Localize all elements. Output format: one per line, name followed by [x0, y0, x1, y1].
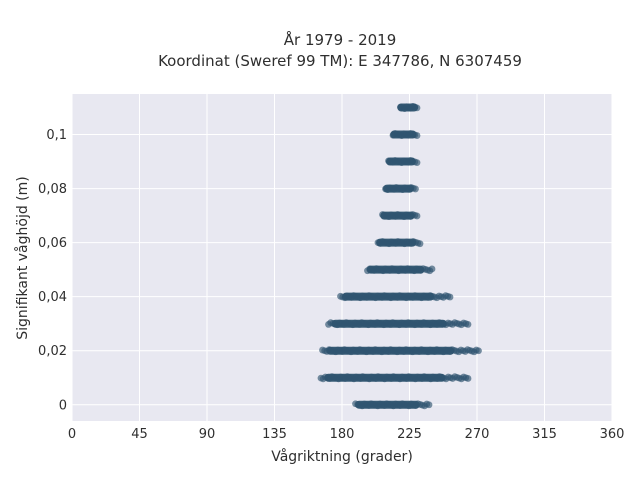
data-point	[413, 132, 421, 139]
data-band	[385, 157, 421, 167]
data-point	[413, 104, 421, 112]
y-tick-label: 0,02	[38, 344, 67, 359]
data-point	[464, 321, 472, 328]
data-point	[475, 347, 482, 355]
data-band	[317, 373, 472, 383]
data-point	[446, 293, 454, 301]
data-point	[416, 240, 424, 248]
x-tick-label: 270	[465, 427, 490, 442]
data-band	[379, 211, 421, 221]
y-tick-label: 0,08	[38, 182, 67, 197]
data-point	[413, 212, 421, 220]
data-band	[325, 319, 472, 329]
data-band	[374, 238, 424, 248]
data-band	[319, 346, 482, 356]
data-band	[389, 130, 421, 139]
x-tick-label: 315	[532, 427, 557, 442]
data-point	[428, 265, 436, 273]
x-tick-label: 0	[68, 427, 76, 442]
x-tick-label: 135	[262, 427, 287, 442]
x-tick-label: 360	[600, 427, 625, 442]
x-axis-label: Vågriktning (grader)	[271, 448, 413, 465]
data-band	[352, 400, 433, 410]
data-point	[413, 159, 421, 167]
chart-title-line-2: Koordinat (Sweref 99 TM): E 347786, N 63…	[158, 52, 522, 70]
x-tick-label: 180	[330, 427, 355, 442]
data-points	[317, 103, 482, 410]
y-axis-ticks: 0 0,02 0,04 0,06 0,08 0,1	[38, 128, 67, 413]
data-point	[425, 401, 433, 409]
y-tick-label: 0,1	[46, 128, 67, 143]
y-axis-label: Signifikant våghöjd (m)	[14, 176, 31, 339]
y-tick-label: 0,04	[38, 290, 67, 305]
y-tick-label: 0	[59, 398, 67, 413]
data-point	[412, 185, 419, 193]
y-tick-label: 0,06	[38, 236, 67, 251]
x-axis-ticks: 0 45 90 135 180 225 270 315 360	[68, 427, 625, 442]
x-tick-label: 45	[131, 427, 148, 442]
data-point	[464, 375, 472, 382]
x-tick-label: 225	[397, 427, 422, 442]
x-tick-label: 90	[199, 427, 216, 442]
data-band	[382, 184, 419, 194]
chart-title-line-1: År 1979 - 2019	[284, 30, 397, 49]
data-band	[337, 292, 454, 302]
data-band	[397, 103, 421, 112]
data-band	[364, 265, 436, 275]
